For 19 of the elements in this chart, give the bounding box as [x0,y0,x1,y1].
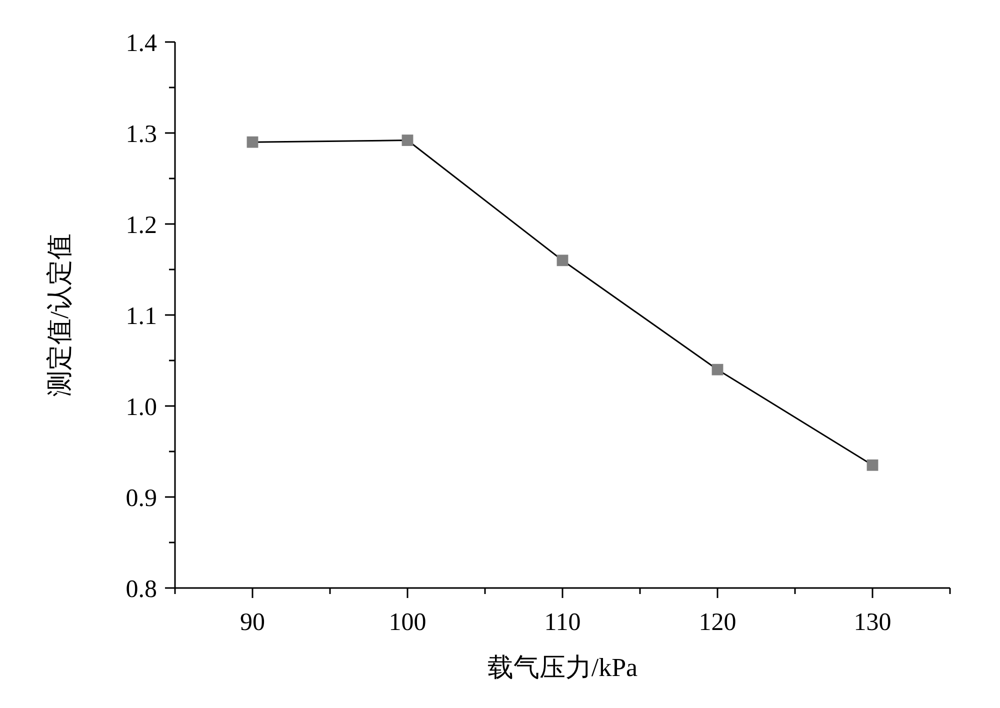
x-tick-label: 90 [240,609,265,636]
y-tick-label: 1.4 [126,30,158,57]
y-axis-title: 测定值/认定值 [45,233,74,397]
x-axis-title: 载气压力/kPa [487,653,638,682]
y-tick-label: 1.1 [126,302,157,330]
point [866,459,878,471]
x-tick-label: 100 [388,609,426,636]
y-tick-label: 0.8 [126,576,157,603]
x-tick-label: 120 [698,609,736,636]
y-tick-label: 1.3 [126,120,157,148]
y-tick-label: 0.9 [126,484,157,512]
point [402,134,414,146]
x-tick-label: 130 [854,609,892,636]
y-tick-label: 1.2 [126,212,157,239]
point [246,136,258,148]
y-tick-label: 1.0 [126,394,157,421]
x-tick-label: 110 [544,609,581,636]
point [556,254,568,266]
point [712,364,724,376]
